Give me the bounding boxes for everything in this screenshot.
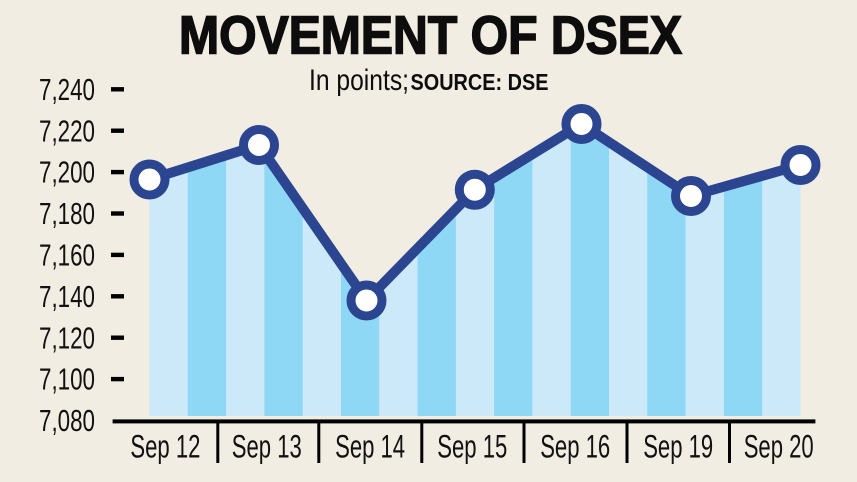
svg-text:7,100: 7,100 — [39, 362, 95, 397]
svg-text:7,080: 7,080 — [39, 403, 95, 438]
svg-text:Sep 16: Sep 16 — [540, 429, 610, 465]
svg-text:7,220: 7,220 — [39, 113, 95, 148]
svg-text:In points;: In points; — [309, 64, 409, 97]
svg-text:7,240: 7,240 — [39, 72, 95, 107]
svg-text:Sep 20: Sep 20 — [744, 429, 814, 465]
svg-text:SOURCE: DSE: SOURCE: DSE — [411, 69, 549, 95]
svg-text:MOVEMENT OF DSEX: MOVEMENT OF DSEX — [179, 7, 682, 66]
svg-text:7,180: 7,180 — [39, 196, 95, 231]
svg-text:Sep 15: Sep 15 — [437, 429, 507, 465]
svg-text:7,120: 7,120 — [39, 320, 95, 355]
svg-text:Sep 14: Sep 14 — [335, 429, 405, 465]
svg-text:Sep 19: Sep 19 — [643, 429, 713, 465]
svg-text:7,140: 7,140 — [39, 279, 95, 314]
svg-text:7,200: 7,200 — [39, 155, 95, 190]
svg-text:Sep 13: Sep 13 — [232, 429, 302, 465]
svg-text:7,160: 7,160 — [39, 238, 95, 273]
svg-text:Sep 12: Sep 12 — [130, 429, 200, 465]
